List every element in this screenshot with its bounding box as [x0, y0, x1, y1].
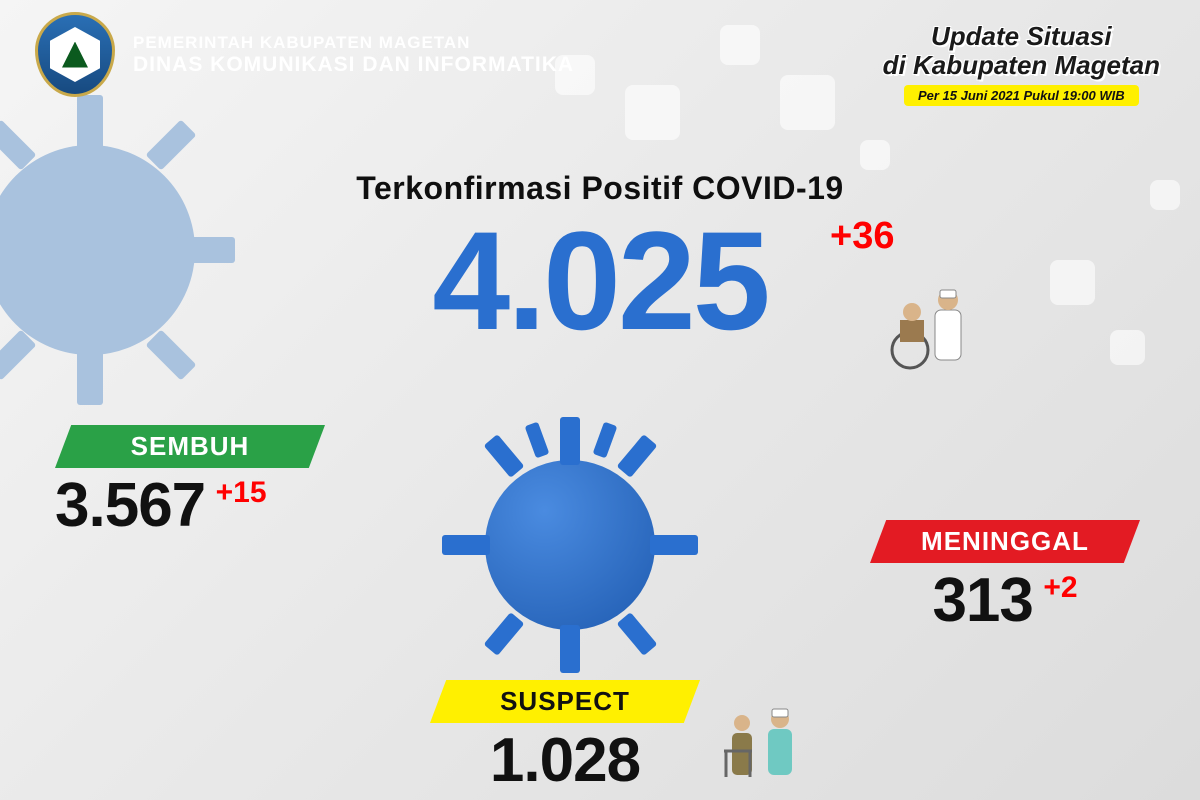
virus-main-icon	[450, 425, 690, 665]
suspect-value: 1.028	[430, 725, 700, 796]
nurse-walker-icon	[720, 705, 810, 795]
deco-square	[720, 25, 760, 65]
update-title: Update Situasi di Kabupaten Magetan	[883, 22, 1160, 79]
stat-sembuh: SEMBUH 3.567 +15	[55, 425, 325, 541]
update-date-badge: Per 15 Juni 2021 Pukul 19:00 WIB	[904, 85, 1139, 106]
confirmed-delta: +36	[830, 215, 894, 258]
virus-faded-icon	[0, 105, 235, 395]
header-line1: PEMERINTAH KABUPATEN MAGETAN	[133, 33, 574, 53]
meninggal-delta: +2	[1043, 571, 1077, 604]
deco-square	[1050, 260, 1095, 305]
deco-square	[1150, 180, 1180, 210]
stat-meninggal: MENINGGAL 313 +2	[870, 520, 1140, 636]
stat-suspect: SUSPECT 1.028	[430, 680, 700, 796]
header-text: PEMERINTAH KABUPATEN MAGETAN DINAS KOMUN…	[133, 33, 574, 77]
deco-square	[780, 75, 835, 130]
logo-icon	[35, 12, 115, 97]
nurse-patient-icon	[880, 280, 980, 380]
meninggal-label: MENINGGAL	[870, 520, 1140, 563]
update-title-line1: Update Situasi	[931, 21, 1112, 51]
meninggal-value: 313	[932, 565, 1032, 636]
sembuh-delta: +15	[216, 476, 267, 509]
deco-square	[1110, 330, 1145, 365]
header-line2: DINAS KOMUNIKASI DAN INFORMATIKA	[133, 53, 574, 77]
deco-square	[860, 140, 890, 170]
update-box: Update Situasi di Kabupaten Magetan Per …	[883, 22, 1160, 106]
deco-square	[625, 85, 680, 140]
confirmed-value: 4.025	[432, 200, 767, 362]
sembuh-value: 3.567	[55, 470, 205, 541]
header: PEMERINTAH KABUPATEN MAGETAN DINAS KOMUN…	[35, 12, 574, 97]
update-title-line2: di Kabupaten Magetan	[883, 50, 1160, 80]
suspect-label: SUSPECT	[430, 680, 700, 723]
sembuh-label: SEMBUH	[55, 425, 325, 468]
